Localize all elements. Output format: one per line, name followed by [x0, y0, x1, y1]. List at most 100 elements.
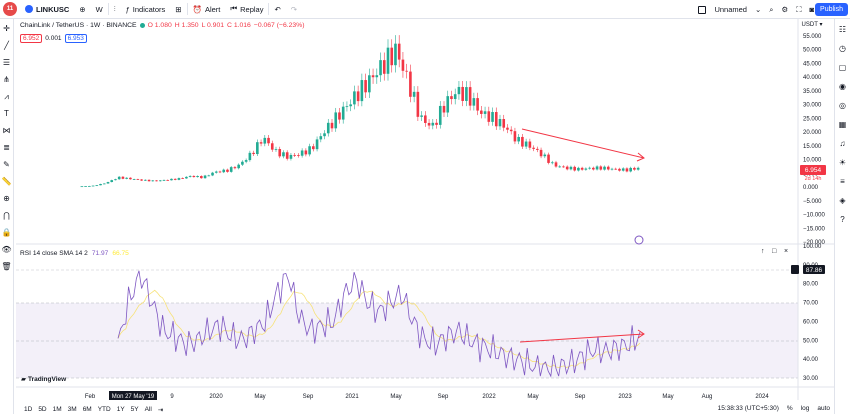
alerts-clock-icon[interactable]: ◷ [839, 44, 846, 53]
magnet-icon[interactable]: ⋂ [3, 211, 10, 220]
range-3m[interactable]: 3M [67, 406, 77, 413]
range-5d[interactable]: 5D [38, 406, 47, 413]
log-toggle[interactable]: log [800, 405, 810, 412]
trendline-icon[interactable]: ╱ [4, 41, 9, 50]
maximize-pane-icon[interactable]: □ [772, 248, 777, 255]
ruler-icon[interactable]: 📏 [1, 177, 12, 186]
candle-body [368, 75, 371, 93]
user-avatar[interactable]: 11 [3, 2, 17, 16]
candle-body [491, 112, 494, 122]
rsi-axis[interactable]: 100.0090.0080.0070.0060.0050.0040.0030.0… [803, 244, 822, 382]
candle-body [543, 154, 547, 157]
candle-body [592, 167, 595, 170]
fullscreen-icon[interactable]: ⛶ [796, 4, 802, 14]
candle-body [550, 162, 554, 164]
sell-price[interactable]: 6.952 [20, 34, 43, 43]
candle-body [532, 147, 535, 149]
time-axis[interactable]: Feb 9 2020 May Sep 2021 May Sep 2022 May Sep 2023 Ma… [85, 394, 770, 400]
bid-ask: 6.952 0.001 6.953 [20, 34, 87, 43]
horizontal-lines-icon[interactable]: ☰ [2, 58, 11, 67]
camera-icon[interactable]: ◙ [809, 5, 814, 14]
range-ytd[interactable]: YTD [97, 406, 111, 413]
rsi-tick-label: 50.00 [803, 338, 819, 344]
zoom-in-icon[interactable]: ⊕ [3, 194, 10, 203]
lightbulb-icon[interactable]: ☀ [838, 158, 847, 167]
range-1y[interactable]: 1Y [116, 406, 125, 413]
chevron-down-icon[interactable]: ⌄ [754, 5, 762, 14]
rsi-line [117, 270, 641, 378]
trash-icon[interactable]: 🗑 [1, 262, 12, 271]
layout-checkbox-icon[interactable] [698, 5, 707, 14]
goto-date-icon[interactable]: ⇥ [157, 406, 164, 414]
rsi-legend: RSI 14 close SMA 14 2 71.97 66.75 [20, 250, 129, 257]
streams-icon[interactable]: ◎ [839, 101, 846, 110]
layout-name[interactable]: Unnamed [714, 5, 747, 14]
rsi-title[interactable]: RSI 14 close SMA 14 2 [20, 250, 88, 257]
notifications-icon[interactable]: ♫ [839, 139, 846, 148]
tradingview-logo[interactable]: ▰ TradingView [21, 375, 66, 384]
calendar-icon[interactable]: ▦ [838, 120, 847, 129]
candle-body [323, 133, 326, 137]
stack-icon[interactable]: ≡ [840, 177, 845, 186]
watchlist-icon[interactable]: ☷ [838, 25, 847, 34]
pattern-icon[interactable]: ⩘ [4, 92, 9, 101]
range-5y[interactable]: 5Y [130, 406, 139, 413]
candle-body [289, 154, 293, 159]
candle-body [565, 166, 569, 170]
clock[interactable]: 15:38:33 (UTC+5:30) [717, 405, 779, 412]
symbol-search[interactable]: LINKUSC [20, 0, 74, 19]
range-all[interactable]: All [144, 406, 152, 413]
help-icon[interactable]: ? [840, 215, 845, 224]
series-title[interactable]: ChainLink / TetherUS · 1W · BINANCE [20, 22, 137, 29]
time-axis-label: 2024 [755, 394, 769, 400]
event-marker-icon[interactable] [634, 235, 644, 245]
price-axis[interactable]: 55.000 50.000 45.000 40.000 35.000 30.000 25.0… [803, 34, 826, 246]
candle-body [629, 167, 632, 172]
redo-button[interactable]: ↷ [286, 0, 302, 19]
interval-button[interactable]: W [91, 0, 108, 19]
crosshair-icon[interactable]: ✛ [3, 24, 10, 33]
time-axis-label: Sep [575, 394, 586, 400]
move-up-icon[interactable]: ↑ [761, 248, 765, 255]
chart-type-button[interactable]: ⫶ [109, 0, 121, 19]
price-downtrend-line[interactable] [521, 128, 645, 159]
fib-icon[interactable]: ≣ [3, 143, 10, 152]
grid-icon: ⊞ [175, 4, 182, 14]
indicators-button[interactable]: ƒ Indicators [121, 0, 171, 19]
range-1m[interactable]: 1M [52, 406, 62, 413]
currency-selector[interactable]: USDT ▾ [802, 22, 823, 28]
eye-icon[interactable]: 👁 [1, 245, 12, 254]
pitchfork-icon[interactable]: ⋔ [3, 75, 10, 84]
candle-body [185, 176, 188, 179]
candle-body [506, 127, 509, 130]
range-1d[interactable]: 1D [24, 406, 33, 413]
alert-button[interactable]: ⏰ Alert [188, 0, 226, 19]
text-icon[interactable]: T [4, 109, 9, 118]
candle-body [207, 175, 211, 177]
range-6m[interactable]: 6M [82, 406, 92, 413]
undo-button[interactable]: ↶ [269, 0, 285, 19]
settings-icon[interactable]: ⚙ [781, 5, 789, 14]
close-pane-icon[interactable]: × [784, 248, 788, 255]
compare-button[interactable]: ⊕ [74, 0, 90, 19]
bell-icon[interactable]: ◈ [839, 196, 846, 205]
ideas-icon[interactable]: ◉ [839, 82, 846, 91]
percent-toggle[interactable]: % [786, 405, 793, 412]
publish-button[interactable]: Publish [815, 3, 848, 16]
time-axis-label: May [527, 394, 538, 400]
candle-body [424, 115, 427, 123]
buy-price[interactable]: 6.953 [64, 34, 87, 43]
templates-button[interactable]: ⊞ [170, 0, 186, 19]
candle-body [140, 179, 143, 181]
rsi-tick-label: 60.00 [803, 319, 819, 325]
quick-search-icon[interactable]: ⌕ [769, 4, 774, 14]
chat-icon[interactable]: ▢ [838, 63, 847, 72]
replay-button[interactable]: ⏮ Replay [225, 0, 268, 19]
auto-toggle[interactable]: auto [817, 405, 830, 412]
xabcd-icon[interactable]: ⋈ [2, 126, 11, 135]
candle-body [162, 179, 166, 181]
brush-icon[interactable]: ✎ [3, 160, 10, 169]
rsi-uptrend-line[interactable] [519, 333, 645, 343]
lock-icon[interactable]: 🔒 [1, 228, 12, 237]
